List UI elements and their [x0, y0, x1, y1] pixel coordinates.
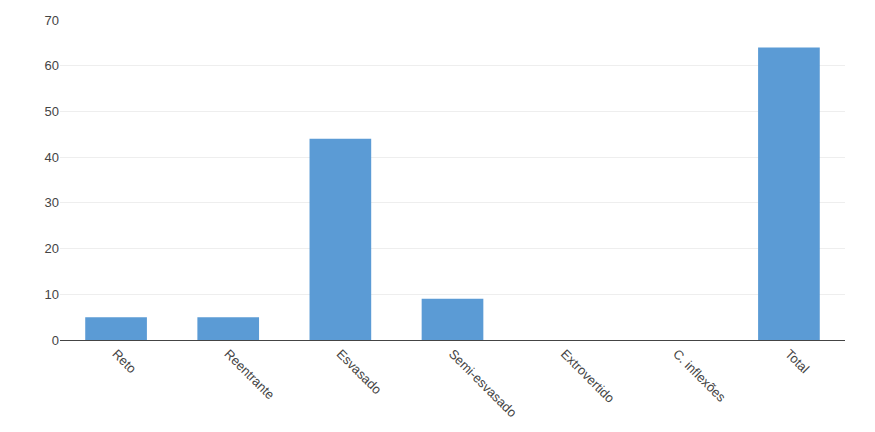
- svg-text:60: 60: [45, 58, 59, 73]
- svg-text:Semi-esvasado: Semi-esvasado: [446, 346, 520, 420]
- svg-text:Esvasado: Esvasado: [334, 346, 385, 397]
- svg-text:Reto: Reto: [109, 346, 139, 376]
- svg-text:10: 10: [45, 287, 59, 302]
- svg-text:Reentrante: Reentrante: [221, 346, 277, 402]
- svg-text:70: 70: [45, 13, 59, 28]
- svg-text:Total: Total: [782, 346, 812, 376]
- svg-text:Extrovertido: Extrovertido: [558, 346, 618, 406]
- svg-text:30: 30: [45, 195, 59, 210]
- svg-text:50: 50: [45, 104, 59, 119]
- svg-text:C. inflexões: C. inflexões: [670, 346, 729, 405]
- svg-text:0: 0: [52, 333, 59, 348]
- svg-text:20: 20: [45, 241, 59, 256]
- svg-text:40: 40: [45, 150, 59, 165]
